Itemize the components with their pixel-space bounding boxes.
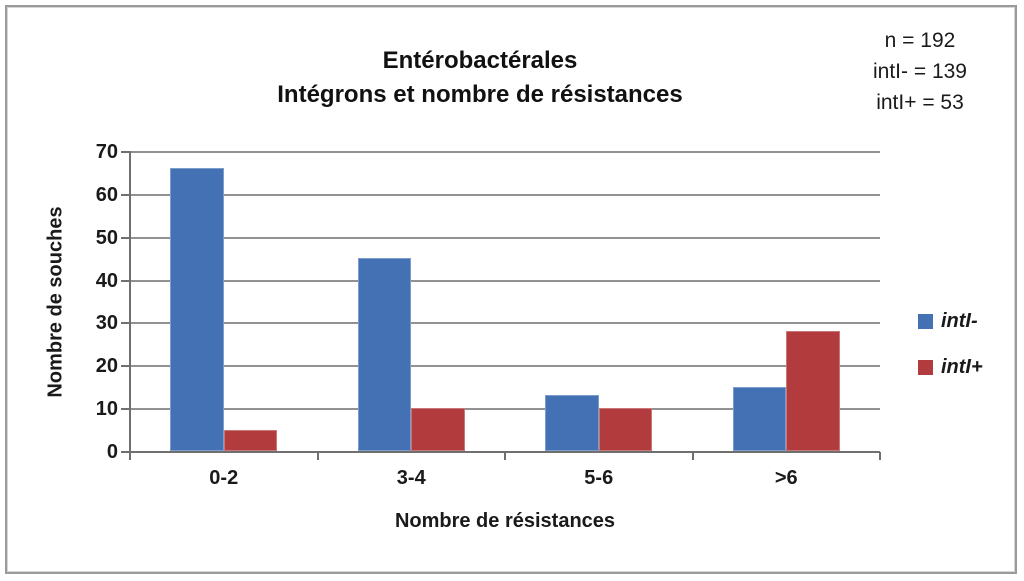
y-tick-10 [121, 408, 131, 411]
gridline-10 [130, 408, 880, 411]
y-tick-20 [121, 365, 131, 368]
annotation-n-intI-plus: intI+ = 53 [876, 91, 964, 114]
gridline-60 [130, 193, 880, 196]
sample-size-annotation: n = 192 intI- = 139 intI+ = 53 [840, 25, 1000, 118]
bar-intI-->6 [732, 386, 787, 451]
plot-area [129, 151, 880, 453]
legend-item-intI-plus: intI+ [918, 356, 983, 378]
x-axis-title: Nombre de résistances [394, 510, 616, 532]
x-category-label-3-4: 3-4 [396, 467, 426, 489]
gridline-70 [130, 151, 880, 153]
bar-intI+-0-2 [223, 429, 278, 451]
y-tick-0 [121, 451, 131, 453]
x-tick-2 [504, 452, 506, 460]
y-tick-60 [121, 193, 131, 196]
bar-intI--5-6 [545, 395, 599, 451]
legend-swatch-intI-minus-icon [918, 313, 933, 329]
legend-swatch-intI-plus-icon [918, 359, 933, 375]
gridline-20 [130, 365, 880, 368]
bar-intI+-3-4 [411, 408, 465, 451]
bar-intI--0-2 [170, 168, 224, 451]
y-axis-line [129, 152, 131, 453]
gridline-30 [130, 322, 880, 325]
bar-intI--3-4 [357, 258, 412, 451]
y-tick-label-70: 70 [95, 141, 118, 163]
legend-label-intI-minus: intI- [941, 309, 978, 332]
bar-intI+->6 [786, 331, 840, 451]
y-tick-label-40: 40 [95, 269, 118, 292]
x-tick-4 [879, 452, 881, 460]
y-tick-label-20: 20 [95, 355, 118, 378]
x-tick-3 [691, 452, 694, 460]
chart-title-line-2: Intégrons et nombre de résistances [277, 81, 683, 108]
y-tick-label-60: 60 [95, 183, 118, 206]
y-tick-label-0: 0 [106, 441, 118, 463]
bar-intI+-5-6 [598, 408, 653, 451]
y-tick-50 [121, 236, 131, 239]
y-tick-30 [121, 322, 131, 325]
y-tick-40 [121, 279, 131, 282]
legend: intI- intI+ [918, 310, 983, 402]
chart-title-line-1: Entérobactérales [382, 47, 578, 74]
y-tick-label-10: 10 [95, 398, 118, 421]
annotation-n-total: n = 192 [884, 29, 956, 52]
x-tick-1 [316, 452, 319, 460]
gridline-40 [130, 279, 880, 282]
annotation-n-intI-minus: intI- = 139 [873, 60, 967, 83]
gridline-50 [130, 236, 880, 239]
chart-title: Entérobactérales Intégrons et nombre de … [130, 44, 830, 112]
legend-label-intI-plus: intI+ [941, 355, 983, 378]
x-category-label->6: >6 [774, 467, 798, 489]
x-tick-0 [129, 452, 131, 460]
x-category-label-0-2: 0-2 [209, 467, 239, 489]
y-tick-70 [121, 151, 131, 153]
y-tick-label-30: 30 [95, 312, 118, 335]
x-category-label-5-6: 5-6 [584, 467, 614, 489]
legend-item-intI-minus: intI- [918, 310, 983, 332]
y-tick-label-50: 50 [95, 226, 118, 249]
